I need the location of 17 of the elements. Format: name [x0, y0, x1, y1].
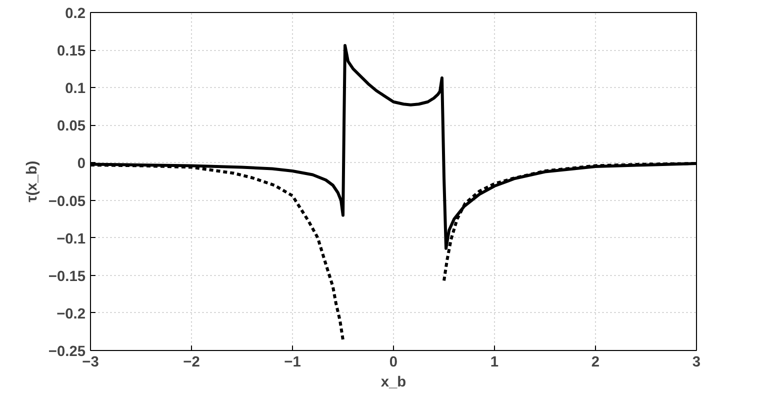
x-tick-label: 3 — [692, 354, 701, 370]
y-tick-label: 0.05 — [56, 118, 86, 135]
y-tick-label: −0.2 — [56, 306, 86, 322]
x-tick-label: 2 — [591, 354, 600, 370]
x-tick-label: −1 — [284, 354, 301, 370]
y-tick-label: 0.15 — [56, 44, 86, 60]
y-tick-label: 0 — [77, 156, 86, 172]
y-axis-title: τ(x_b) — [24, 160, 40, 202]
x-axis-title: x_b — [380, 374, 406, 390]
y-tick-label: −0.05 — [48, 194, 86, 210]
y-tick-label: −0.15 — [48, 268, 86, 285]
y-tick-label: −0.1 — [56, 231, 86, 248]
x-tick-label: 0 — [389, 354, 398, 370]
x-tick-label: 1 — [490, 354, 499, 370]
y-tick-label: 0.2 — [65, 6, 86, 22]
x-tick-label: −2 — [183, 354, 200, 370]
y-tick-label: 0.1 — [65, 81, 86, 98]
